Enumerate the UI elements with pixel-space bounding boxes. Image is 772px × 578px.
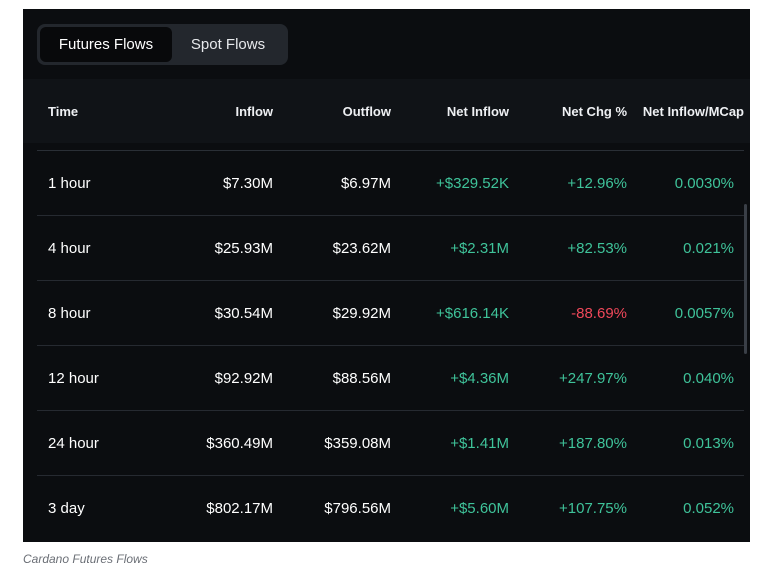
flow-type-tabs: Futures Flows Spot Flows — [37, 24, 288, 65]
cell-net-inflow-mcap: 0.040% — [683, 370, 734, 387]
cell-outflow: $359.08M — [324, 435, 391, 452]
cell-outflow: $88.56M — [332, 370, 391, 387]
cell-net-chg: +187.80% — [559, 435, 627, 452]
row-divider — [37, 475, 744, 476]
row-divider — [37, 215, 744, 216]
tab-spot-flows[interactable]: Spot Flows — [190, 36, 266, 53]
row-divider — [37, 345, 744, 346]
cell-inflow: $30.54M — [214, 305, 273, 322]
cell-time: 12 hour — [48, 370, 99, 387]
table-row: 3 day $802.17M $796.56M +$5.60M +107.75% 0.05… — [23, 476, 750, 541]
header-outflow: Outflow — [342, 103, 391, 119]
cell-time: 4 hour — [48, 240, 91, 257]
cell-outflow: $29.92M — [332, 305, 391, 322]
cell-inflow: $7.30M — [222, 175, 273, 192]
table-row: 24 hour $360.49M $359.08M +$1.41M +187.80% 0.… — [23, 411, 750, 476]
row-divider — [37, 280, 744, 281]
cell-net-inflow: +$2.31M — [450, 240, 509, 257]
cell-outflow: $23.62M — [332, 240, 391, 257]
cell-net-inflow-mcap: 0.0030% — [674, 175, 734, 192]
cell-net-inflow: +$5.60M — [450, 500, 509, 517]
header-time: Time — [48, 103, 79, 119]
cell-net-inflow: +$616.14K — [436, 305, 509, 322]
image-caption: Cardano Futures Flows — [23, 552, 148, 566]
table-row: 12 hour $92.92M $88.56M +$4.36M +247.97% 0.04… — [23, 346, 750, 411]
futures-flows-panel: Futures Flows Spot Flows Time Inflow Out… — [23, 9, 750, 542]
row-divider — [37, 410, 744, 411]
cell-inflow: $802.17M — [206, 500, 273, 517]
cell-net-inflow-mcap: 0.052% — [683, 500, 734, 517]
cell-net-inflow: +$1.41M — [450, 435, 509, 452]
table-row: 1 hour $7.30M $6.97M +$329.52K +12.96% 0.0030… — [23, 151, 750, 216]
tab-futures-flows[interactable]: Futures Flows — [40, 27, 172, 62]
cell-net-inflow-mcap: 0.021% — [683, 240, 734, 257]
header-net-inflow: Net Inflow — [446, 103, 509, 119]
table-row: 4 hour $25.93M $23.62M +$2.31M +82.53% 0.021% — [23, 216, 750, 281]
cell-inflow: $25.93M — [214, 240, 273, 257]
cell-net-chg: +82.53% — [567, 240, 627, 257]
scrollbar[interactable] — [744, 204, 747, 354]
cell-net-inflow-mcap: 0.0057% — [674, 305, 734, 322]
cell-net-inflow: +$329.52K — [436, 175, 509, 192]
cell-net-chg: +12.96% — [567, 175, 627, 192]
cell-net-chg: +247.97% — [559, 370, 627, 387]
cell-net-inflow-mcap: 0.013% — [683, 435, 734, 452]
table-row: 8 hour $30.54M $29.92M +$616.14K -88.69% 0.00… — [23, 281, 750, 346]
header-divider — [37, 150, 744, 151]
cell-net-chg: -88.69% — [571, 305, 627, 322]
table-header: Time Inflow Outflow Net Inflow Net Chg %… — [23, 79, 750, 143]
cell-time: 24 hour — [48, 435, 99, 452]
cell-net-inflow: +$4.36M — [450, 370, 509, 387]
cell-outflow: $796.56M — [324, 500, 391, 517]
header-inflow: Inflow — [235, 103, 273, 119]
cell-time: 1 hour — [48, 175, 91, 192]
cell-inflow: $360.49M — [206, 435, 273, 452]
cell-time: 8 hour — [48, 305, 91, 322]
header-net-inflow-mcap: Net Inflow/MCap — [642, 103, 744, 119]
cell-time: 3 day — [48, 500, 85, 517]
header-net-chg: Net Chg % — [562, 103, 627, 119]
cell-net-chg: +107.75% — [559, 500, 627, 517]
cell-outflow: $6.97M — [340, 175, 391, 192]
cell-inflow: $92.92M — [214, 370, 273, 387]
